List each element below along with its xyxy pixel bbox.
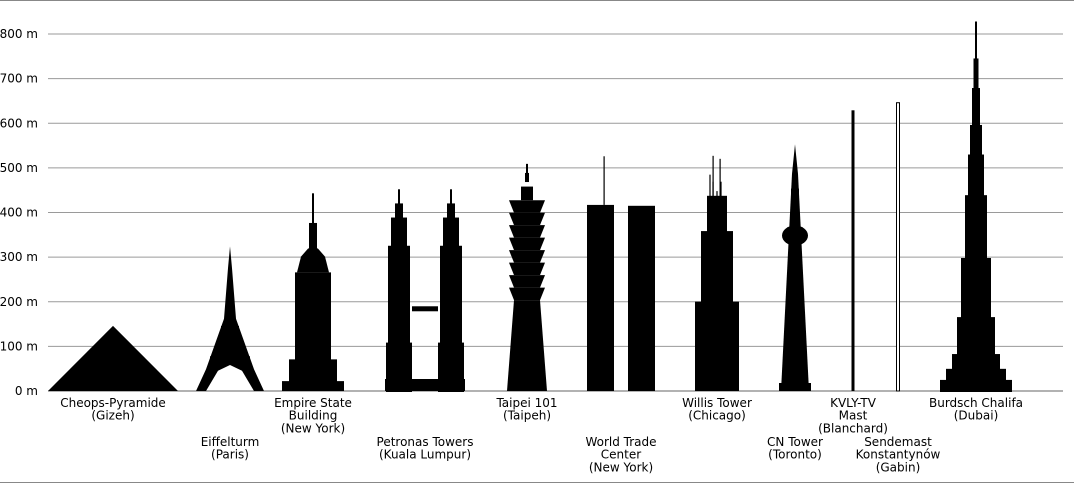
structure-labels: Cheops-Pyramide (Gizeh) Eiffelturm (Paris) E… <box>60 396 1023 474</box>
y-tick-label: 400 m <box>0 206 38 220</box>
y-axis-tick-labels: 0 m 100 m 200 m 300 m 400 m 500 m 600 m 700 m 80… <box>0 27 38 398</box>
structure-label: Sendemast Konstantynów (Gabin) <box>856 435 941 474</box>
y-tick-label: 300 m <box>0 250 38 264</box>
structure-mast-outline <box>896 102 900 392</box>
structure-label: KVLY-TV Mast (Blanchard) <box>818 396 888 435</box>
structure-empire <box>282 193 344 391</box>
structure-label: Willis Tower (Chicago) <box>682 396 752 423</box>
structure-label: Burdsch Chalifa (Dubai) <box>929 396 1023 423</box>
y-tick-label: 700 m <box>0 72 38 86</box>
y-tick-label: 800 m <box>0 27 38 41</box>
structure-eiffel <box>196 246 264 391</box>
structure-label: World Trade Center (New York) <box>585 435 656 474</box>
y-tick-label: 200 m <box>0 295 38 309</box>
structure-wtc <box>587 156 655 391</box>
structure-pyramid <box>48 325 178 391</box>
y-tick-label: 100 m <box>0 339 38 353</box>
structure-label: Empire State Building (New York) <box>274 396 352 435</box>
structure-willis <box>695 155 739 391</box>
structure-burj <box>940 21 1012 393</box>
structure-petronas <box>385 189 465 392</box>
y-tick-label: 0 m <box>15 384 38 398</box>
structure-label: Cheops-Pyramide (Gizeh) <box>60 396 166 423</box>
structure-label: Petronas Towers (Kuala Lumpur) <box>377 435 474 462</box>
y-tick-label: 600 m <box>0 116 38 130</box>
structure-taipei <box>507 163 547 391</box>
structure-mast <box>851 110 855 391</box>
structure-label: Taipei 101 (Taipeh) <box>495 396 557 423</box>
structure-silhouettes <box>48 21 1012 393</box>
structure-cn <box>779 144 811 391</box>
gridlines <box>48 33 1063 392</box>
structure-label: Eiffelturm (Paris) <box>201 435 260 462</box>
y-tick-label: 500 m <box>0 161 38 175</box>
structure-label: CN Tower (Toronto) <box>767 435 823 462</box>
